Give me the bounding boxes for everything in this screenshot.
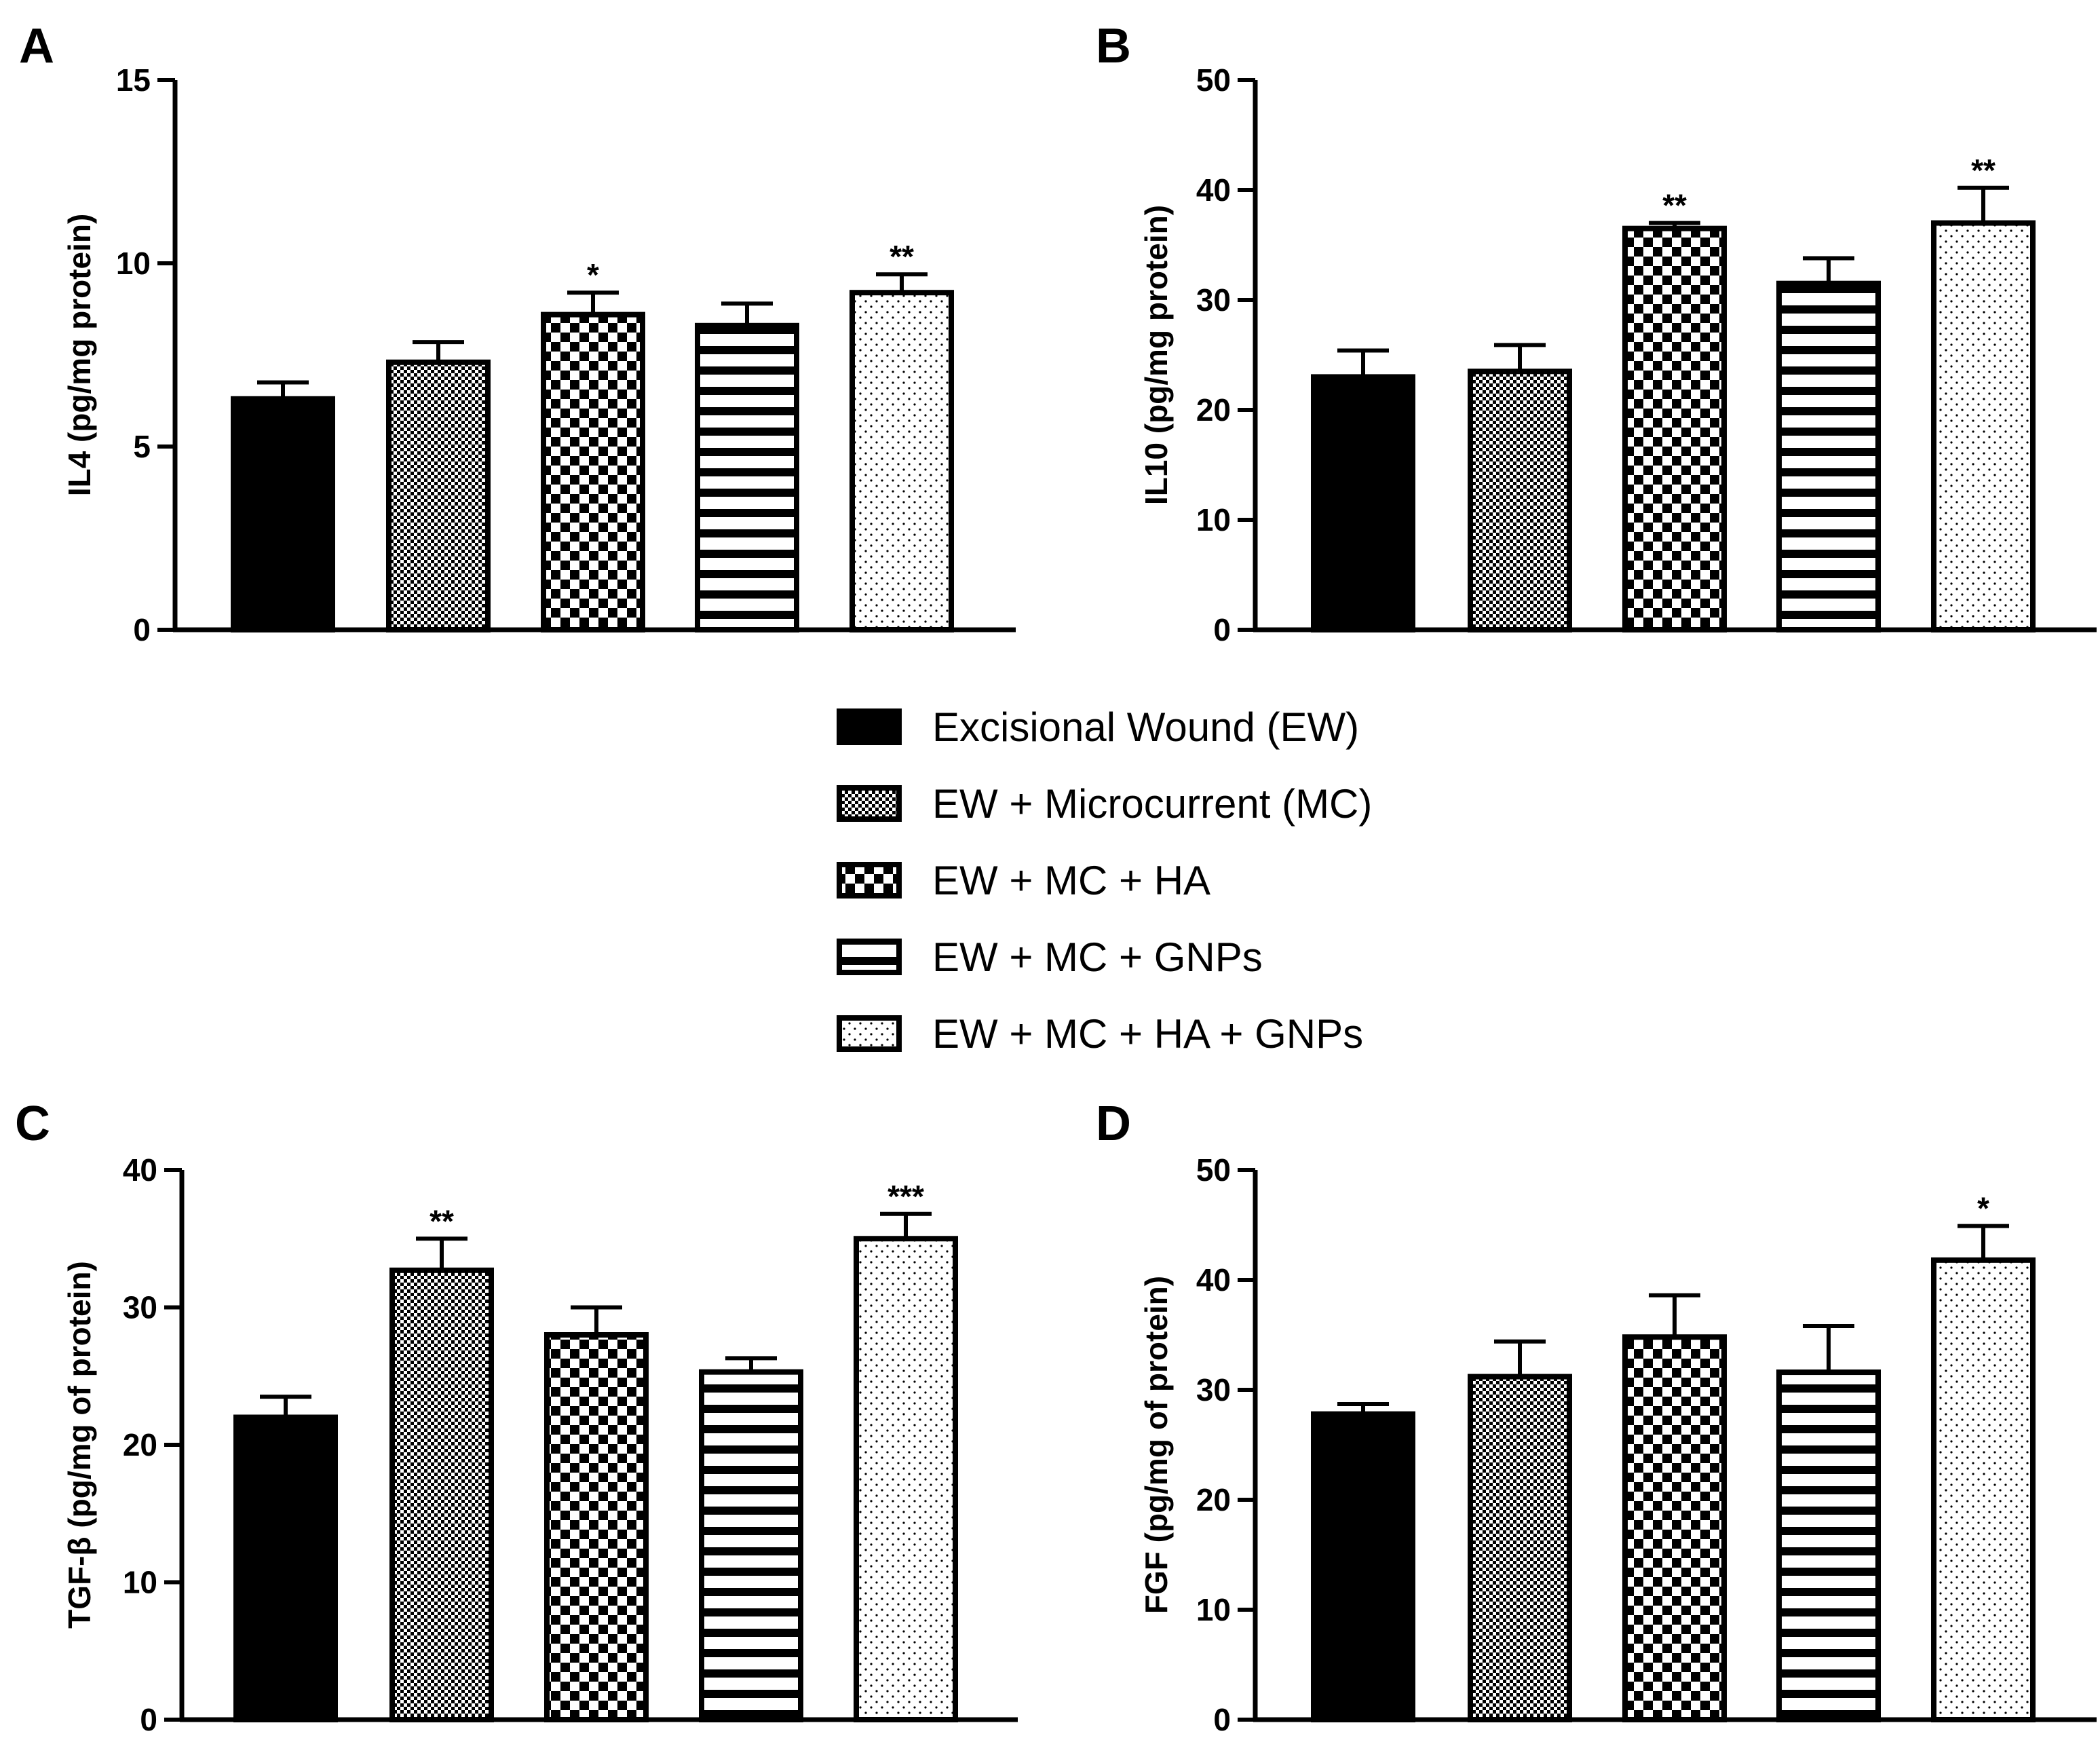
chart-panel-d: 0 10 20 30 40 50 FGF (pg/mg of protein) * bbox=[1139, 1152, 2097, 1737]
y-axis-title-d: FGF (pg/mg of protein) bbox=[1139, 1276, 1174, 1614]
legend-label-mc-gnps: EW + MC + GNPs bbox=[932, 934, 1263, 980]
significance-c-microcurrent: ** bbox=[429, 1203, 454, 1238]
bar-a-mc-gnps bbox=[695, 322, 799, 632]
y-tick-label-b-0: 0 bbox=[1213, 612, 1231, 647]
y-tick-label-b-50: 50 bbox=[1196, 62, 1231, 98]
bar-b-excisional-wound bbox=[1311, 374, 1415, 633]
bar-a-mc-ha bbox=[541, 311, 645, 632]
chart-panel-b: 0 10 20 30 40 50 IL10 (pg/mg protein) ** ** bbox=[1139, 62, 2097, 647]
bar-c-mc-ha-gnps bbox=[854, 1236, 958, 1722]
legend-label-microcurrent: EW + Microcurrent (MC) bbox=[932, 781, 1372, 827]
bar-c-mc-gnps bbox=[699, 1369, 803, 1723]
bar-c-mc-ha bbox=[544, 1332, 649, 1722]
bar-b-mc-gnps bbox=[1776, 280, 1881, 632]
bar-d-excisional-wound bbox=[1311, 1411, 1415, 1722]
significance-d-mc-ha-gnps: * bbox=[1977, 1191, 1989, 1226]
significance-c-mc-ha-gnps: *** bbox=[887, 1179, 924, 1214]
bar-a-excisional-wound bbox=[231, 396, 335, 632]
y-tick-label-a-10: 10 bbox=[116, 246, 151, 281]
bar-d-mc-ha bbox=[1622, 1334, 1727, 1722]
y-axis-title-c: TGF-β (pg/mg of protein) bbox=[62, 1261, 97, 1629]
panel-letter-a: A bbox=[19, 19, 54, 73]
y-tick-label-c-0: 0 bbox=[140, 1702, 157, 1737]
bar-b-mc-ha-gnps bbox=[1931, 220, 2036, 633]
bar-d-microcurrent bbox=[1468, 1374, 1572, 1723]
legend-swatch-mc-ha bbox=[837, 862, 902, 899]
bar-c-excisional-wound bbox=[233, 1414, 338, 1722]
y-tick-label-d-10: 10 bbox=[1196, 1592, 1231, 1627]
y-tick-label-a-15: 15 bbox=[116, 62, 151, 98]
bar-d-mc-ha-gnps bbox=[1931, 1257, 2036, 1722]
y-tick-label-a-5: 5 bbox=[133, 429, 151, 464]
bar-a-mc-ha-gnps bbox=[849, 290, 954, 632]
y-tick-label-b-10: 10 bbox=[1196, 502, 1231, 537]
significance-a-mc-ha-gnps: ** bbox=[890, 239, 914, 274]
bar-c-microcurrent bbox=[389, 1267, 494, 1722]
legend-label-mc-ha: EW + MC + HA bbox=[932, 858, 1210, 903]
legend-swatch-excisional-wound bbox=[837, 708, 902, 745]
y-tick-label-d-40: 40 bbox=[1196, 1262, 1231, 1298]
y-tick-label-a-0: 0 bbox=[133, 612, 151, 647]
y-tick-label-b-40: 40 bbox=[1196, 172, 1231, 208]
y-tick-label-b-30: 30 bbox=[1196, 282, 1231, 318]
panel-letter-c: C bbox=[15, 1097, 50, 1151]
panel-letter-d: D bbox=[1096, 1097, 1131, 1151]
y-axis-title-a: IL4 (pg/mg protein) bbox=[62, 214, 97, 497]
legend-swatch-mc-gnps bbox=[837, 939, 902, 975]
significance-b-mc-ha-gnps: ** bbox=[1971, 153, 1996, 188]
bar-b-microcurrent bbox=[1468, 368, 1572, 632]
significance-b-mc-ha: ** bbox=[1662, 188, 1687, 223]
y-tick-label-b-20: 20 bbox=[1196, 392, 1231, 428]
bar-b-mc-ha bbox=[1622, 225, 1727, 632]
y-axis-title-b: IL10 (pg/mg protein) bbox=[1139, 205, 1174, 505]
legend-swatch-mc-ha-gnps bbox=[837, 1015, 902, 1052]
y-tick-label-d-20: 20 bbox=[1196, 1482, 1231, 1517]
bar-a-microcurrent bbox=[386, 359, 491, 632]
bar-d-mc-gnps bbox=[1776, 1369, 1881, 1722]
legend-label-mc-ha-gnps: EW + MC + HA + GNPs bbox=[932, 1011, 1363, 1057]
y-tick-label-c-20: 20 bbox=[123, 1427, 157, 1462]
y-tick-label-c-30: 30 bbox=[123, 1290, 157, 1325]
panel-letter-b: B bbox=[1096, 19, 1131, 73]
significance-a-mc-ha: * bbox=[587, 257, 599, 292]
legend-label-excisional-wound: Excisional Wound (EW) bbox=[932, 704, 1359, 750]
y-tick-label-d-0: 0 bbox=[1213, 1702, 1231, 1737]
y-tick-label-d-30: 30 bbox=[1196, 1372, 1231, 1407]
y-tick-label-c-10: 10 bbox=[123, 1565, 157, 1600]
y-tick-label-c-40: 40 bbox=[123, 1152, 157, 1188]
legend: Excisional Wound (EW) EW + Microcurrent … bbox=[837, 704, 1372, 1057]
legend-swatch-microcurrent bbox=[837, 785, 902, 822]
y-tick-label-d-50: 50 bbox=[1196, 1152, 1231, 1188]
